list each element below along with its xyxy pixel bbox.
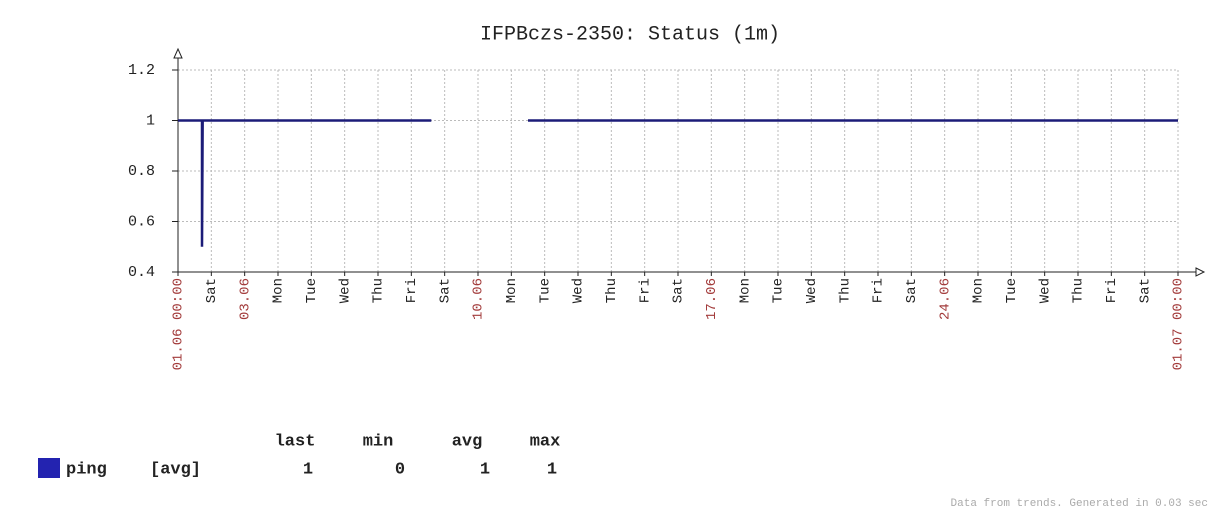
x-tick-label: 01.06 00:00 [171, 278, 187, 370]
y-tick-label: 0.8 [128, 163, 155, 180]
series-line [178, 119, 1178, 247]
legend-value: 0 [395, 460, 405, 479]
x-tick-label: Sat [437, 278, 453, 303]
x-tick-label: 17.06 [704, 278, 720, 320]
y-tick-label: 1.2 [128, 62, 155, 79]
x-tick-label: Thu [371, 278, 387, 303]
x-tick-label: Sat [671, 278, 687, 303]
x-tick-label: Sat [1137, 278, 1153, 303]
x-tick-label: Fri [871, 278, 887, 303]
x-tick-label: Tue [1004, 278, 1020, 303]
x-tick-label: Wed [1037, 278, 1053, 303]
x-tick-label: Wed [337, 278, 353, 303]
x-tick-label: Mon [971, 278, 987, 303]
legend-swatch [38, 458, 60, 478]
y-tick-label: 1 [146, 112, 155, 129]
x-tick-label: Wed [804, 278, 820, 303]
x-tick-label: Wed [571, 278, 587, 303]
legend-header: avg [452, 432, 483, 451]
x-tick-label: Sat [204, 278, 220, 303]
legend-value: 1 [303, 460, 313, 479]
legend-function: [avg] [150, 460, 201, 479]
x-tick-label: Thu [1071, 278, 1087, 303]
x-tick-label: 10.06 [471, 278, 487, 320]
chart-title: IFPBczs-2350: Status (1m) [480, 23, 780, 46]
x-tick-label: Tue [537, 278, 553, 303]
legend-header: min [363, 432, 394, 451]
x-tick-label: Thu [604, 278, 620, 303]
y-tick-label: 0.6 [128, 213, 155, 230]
x-tick-label: Tue [304, 278, 320, 303]
legend-header: max [530, 432, 561, 451]
x-tick-label: Sat [904, 278, 920, 303]
x-tick-label: 03.06 [237, 278, 253, 320]
footer: Data from trends. Generated in 0.03 sec [951, 498, 1208, 510]
legend-header: last [275, 432, 316, 451]
y-axis-arrow [173, 47, 183, 59]
x-tick-label: Mon [737, 278, 753, 303]
x-tick-label: Thu [837, 278, 853, 303]
x-tick-label: Fri [1104, 278, 1120, 303]
x-tick-label: Mon [504, 278, 520, 303]
legend-name: ping [66, 460, 107, 479]
x-tick-label: Fri [404, 278, 420, 303]
legend-value: 1 [547, 460, 557, 479]
x-tick-label: 24.06 [937, 278, 953, 320]
x-tick-label: 01.07 00:00 [1171, 278, 1187, 370]
legend-value: 1 [480, 460, 490, 479]
x-tick-label: Tue [771, 278, 787, 303]
x-tick-label: Fri [637, 278, 653, 303]
x-tick-label: Mon [271, 278, 287, 303]
y-tick-label: 0.4 [128, 264, 155, 281]
x-axis-arrow [1195, 267, 1206, 277]
